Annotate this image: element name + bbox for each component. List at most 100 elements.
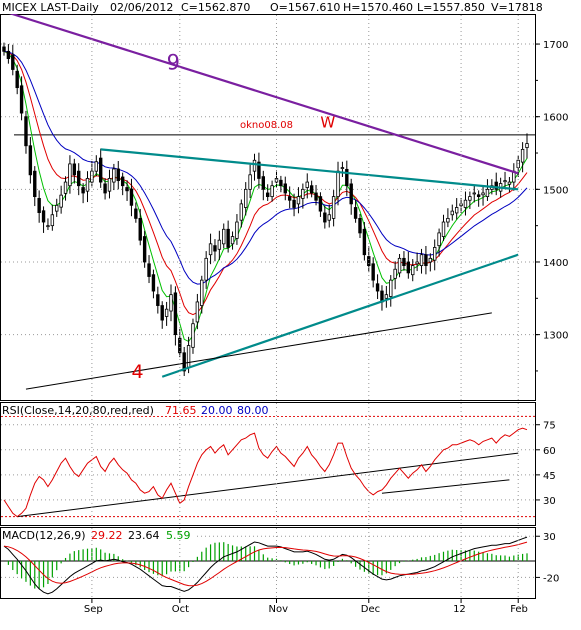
- candle-body: [142, 236, 147, 263]
- price-tick-label: 1400: [543, 258, 568, 269]
- candle-body: [85, 178, 90, 192]
- candle-body: [252, 159, 257, 172]
- macd-line: [3, 536, 528, 595]
- candle-body: [301, 188, 305, 199]
- candle-body: [375, 283, 380, 292]
- candle-body: [314, 192, 318, 201]
- candle-body: [459, 203, 463, 207]
- rsi-low-value: 20.00: [201, 404, 233, 417]
- candle-body: [15, 70, 19, 89]
- candle-body: [116, 168, 120, 182]
- ma-slow-line: [3, 50, 528, 285]
- candle-body: [147, 263, 151, 277]
- rsi-y-ticks: 75 60 45 30: [535, 421, 556, 507]
- candle-body: [24, 116, 28, 147]
- candle-body: [129, 188, 134, 206]
- candle-body: [41, 210, 46, 223]
- candle-body: [279, 179, 283, 187]
- x-tick-label: 12: [453, 604, 466, 615]
- candle-body: [393, 268, 397, 279]
- price-tick-label: 1300: [543, 331, 568, 342]
- candle-body: [138, 217, 142, 241]
- candle-body: [362, 228, 367, 256]
- price-tick-label: 1700: [543, 40, 568, 51]
- candle-body: [125, 187, 129, 192]
- candle-body: [327, 214, 331, 221]
- price-y-ticks: 1700 1600 1500 1400 1300: [535, 40, 568, 372]
- macd-header: MACD(12,26,9) 29.22 23.64 5.59: [1, 528, 197, 542]
- candle-body: [402, 257, 406, 267]
- close-label: C=1562.870: [181, 1, 250, 14]
- candle-body: [11, 54, 15, 70]
- candle-body: [63, 181, 68, 194]
- rsi-high-value: 80.00: [237, 404, 269, 417]
- macd-tick-label: -20: [543, 573, 559, 584]
- candle-body: [77, 170, 81, 187]
- candle-body: [424, 254, 428, 267]
- trendline-purple: [3, 10, 519, 175]
- candle-body: [164, 308, 169, 317]
- candle-body: [481, 192, 485, 196]
- candle-body: [415, 261, 419, 265]
- macd-label: MACD(12,26,9): [2, 529, 86, 542]
- candle-body: [46, 225, 50, 228]
- candle-body: [309, 185, 314, 194]
- candle-body: [169, 294, 173, 312]
- candle-body: [244, 188, 248, 208]
- rsi-panel-frame: [0, 402, 536, 526]
- candle-body: [55, 204, 59, 212]
- candle-body: [318, 196, 323, 212]
- price-header: MICEX LAST-Daily 02/06/2012 C=1562.870 O…: [1, 1, 543, 14]
- candle-body: [437, 232, 441, 247]
- price-panel-frame: [0, 14, 536, 401]
- macd-panel: 30 -20 MACD(12,26,9) 29.22 23.64 5.59: [0, 527, 559, 599]
- rsi-trendline: [17, 452, 519, 518]
- candle-body: [525, 143, 529, 148]
- candle-body: [120, 176, 125, 187]
- candle-body: [503, 180, 507, 183]
- volume-label: V=17818: [491, 1, 543, 14]
- candle-body: [98, 157, 103, 183]
- x-tick-label: Oct: [172, 604, 189, 615]
- open-label: O=1567.610: [270, 1, 340, 14]
- candle-body: [235, 221, 239, 239]
- price-level-label: okno08.08: [240, 120, 293, 131]
- macd-gridlines: [1, 535, 535, 578]
- candle-body: [472, 192, 476, 195]
- candle-body: [463, 199, 468, 208]
- candle-body: [173, 292, 178, 336]
- low-label: L=1557.850: [417, 1, 485, 14]
- trendline-teal-bottom: [161, 253, 519, 378]
- candle-body: [94, 161, 98, 172]
- price-tick-label: 1600: [543, 113, 568, 124]
- price-tick-label: 1500: [543, 185, 568, 196]
- candle-body: [353, 207, 358, 219]
- rsi-tick-label: 30: [543, 496, 556, 507]
- candle-body: [384, 294, 389, 299]
- rsi-trendlines: [17, 452, 519, 518]
- candle-body: [296, 196, 301, 205]
- candle-body: [287, 196, 292, 201]
- candle-body: [441, 221, 446, 237]
- annotation-nine: 9: [167, 50, 180, 74]
- candle-body: [283, 183, 287, 194]
- candle-body: [305, 181, 309, 188]
- candle-body: [186, 345, 191, 368]
- date-label: 02/06/2012: [110, 1, 173, 14]
- trendline-teal-top: [100, 148, 519, 191]
- rsi-tick-label: 60: [543, 446, 556, 457]
- x-tick-label: Sep: [84, 604, 103, 615]
- candle-body: [204, 257, 208, 281]
- macd-y-ticks: 30 -20: [535, 532, 559, 584]
- candle-body: [222, 228, 226, 245]
- candle-body: [419, 254, 424, 267]
- macd-signal-value: 23.64: [128, 529, 160, 542]
- candle-body: [230, 236, 235, 245]
- candle-body: [226, 228, 230, 248]
- candle-body: [239, 203, 244, 221]
- candle-body: [156, 294, 160, 306]
- candle-body: [371, 263, 375, 281]
- macd-panel-frame: [0, 527, 536, 599]
